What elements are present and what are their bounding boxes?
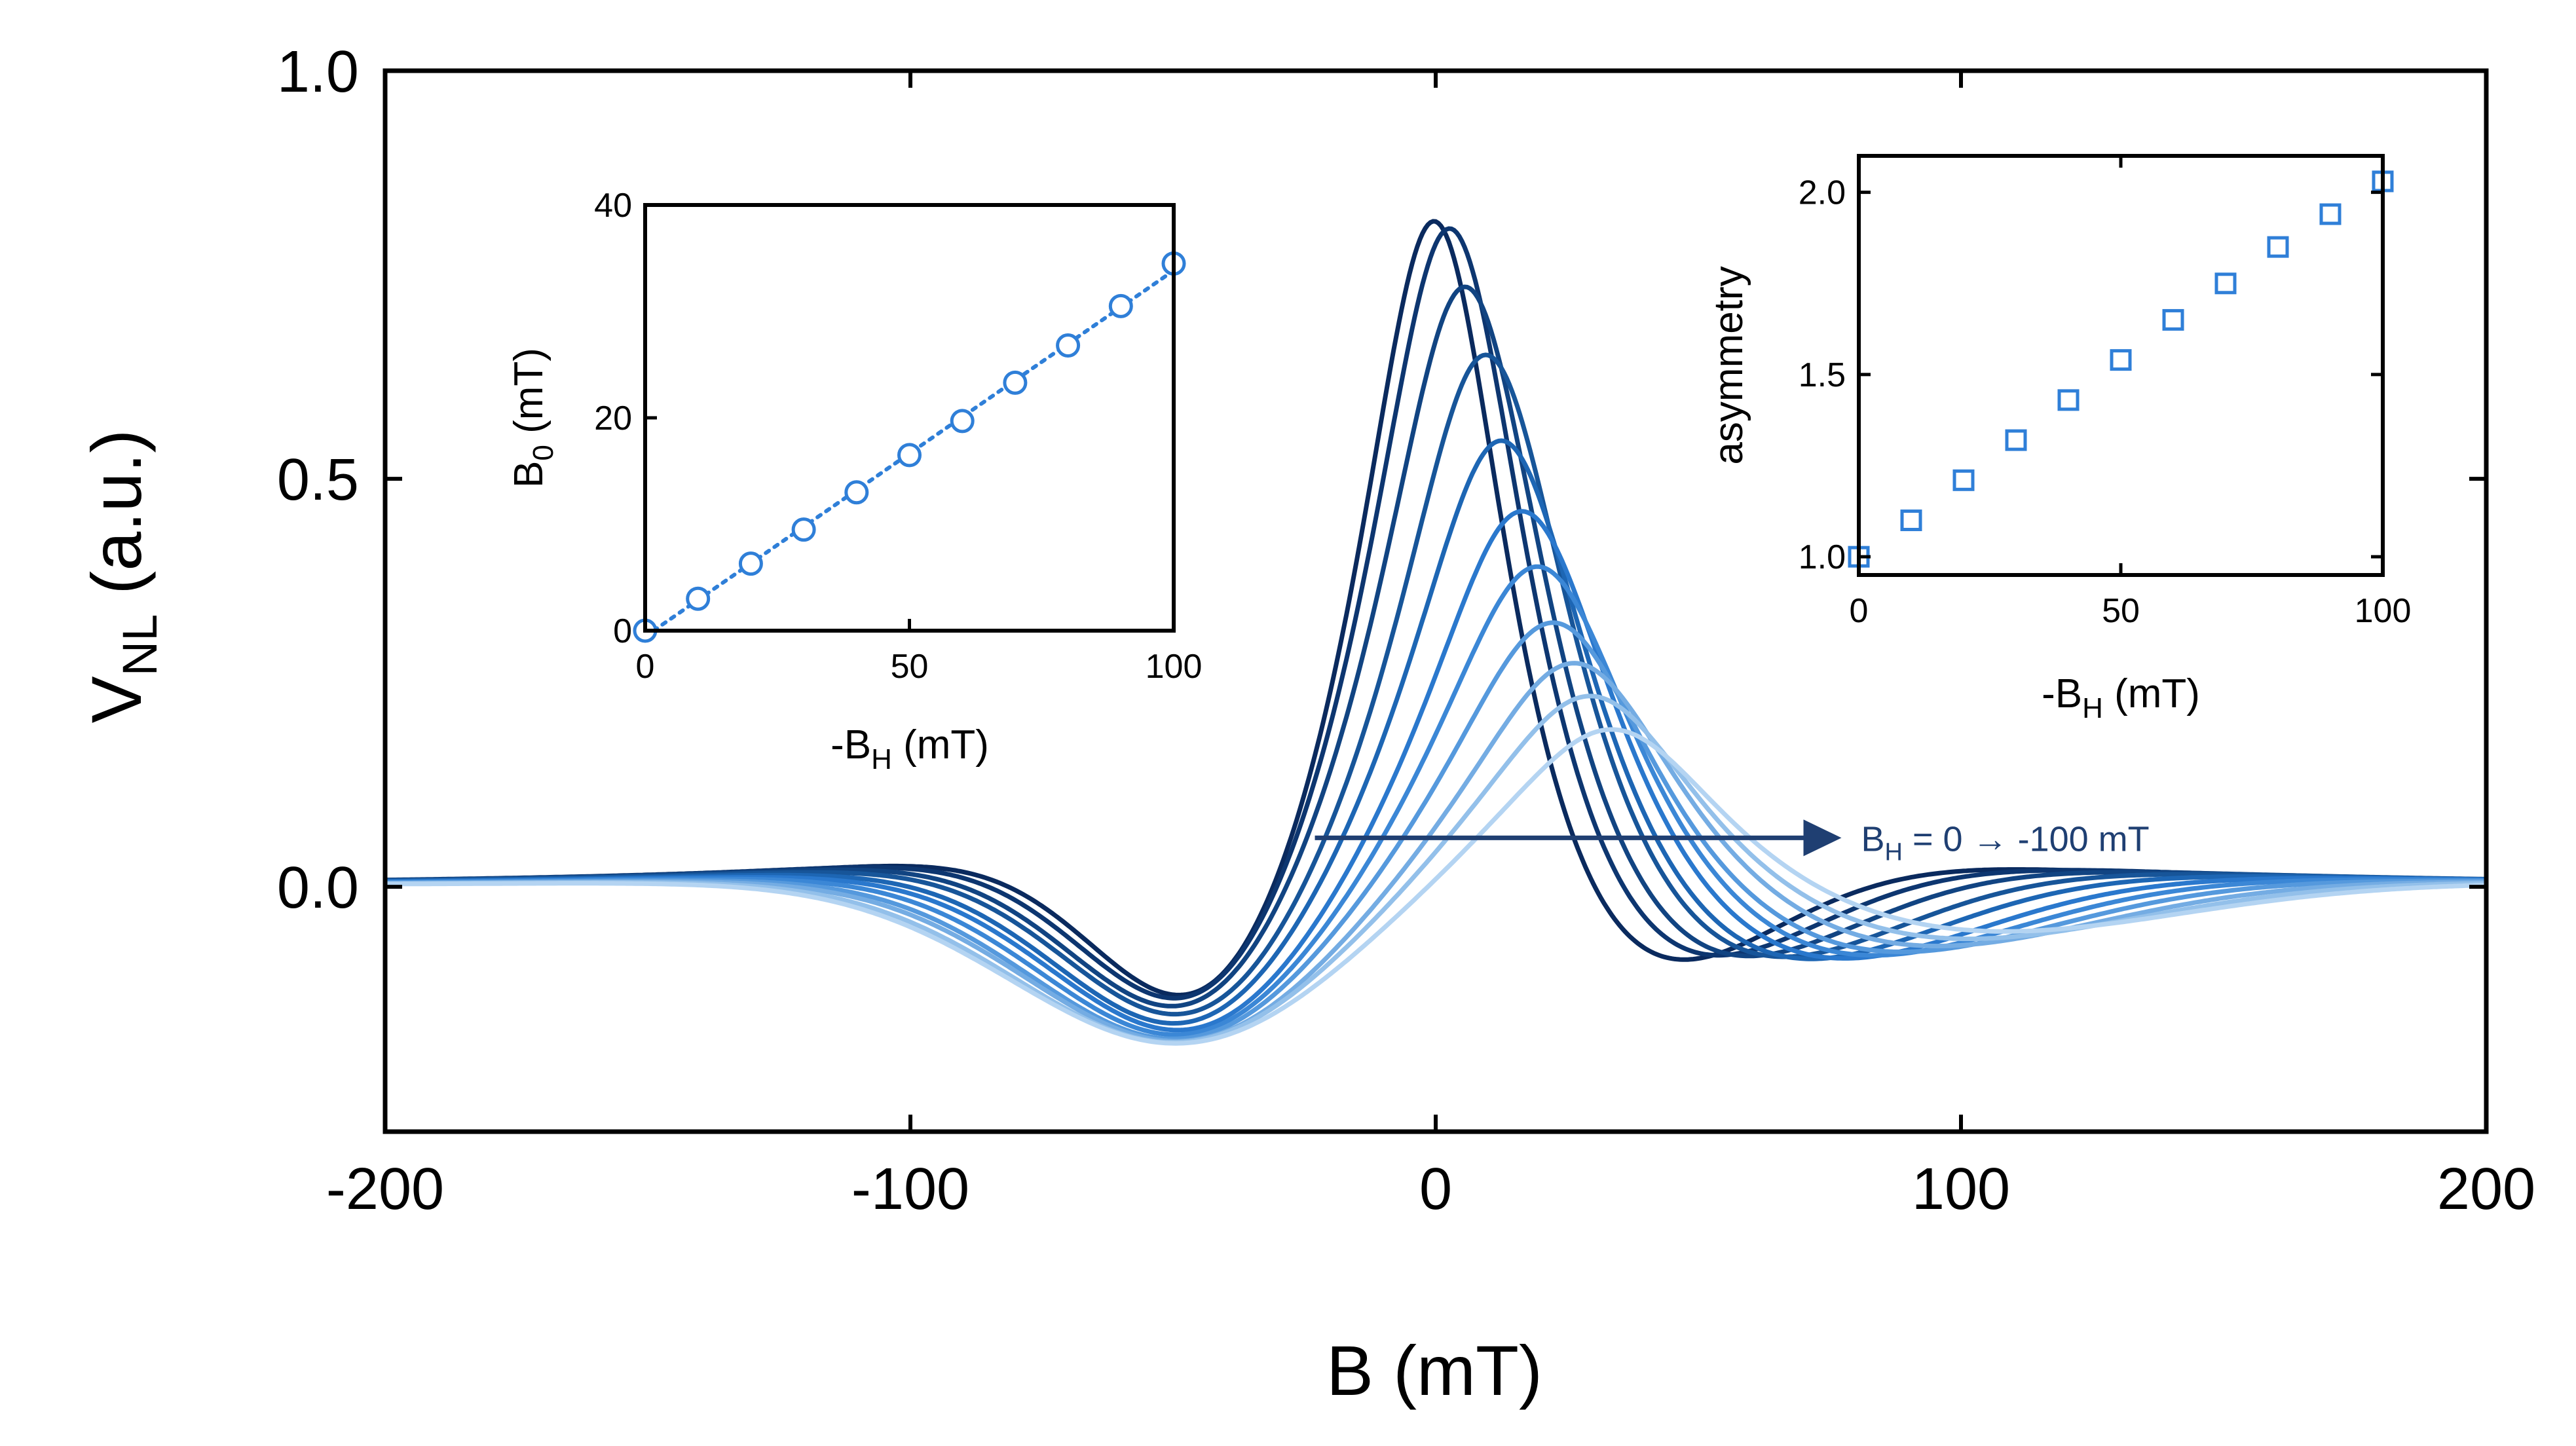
main-ylabel: VNL (a.u.) <box>77 430 167 724</box>
x-tick-label: 200 <box>2437 1157 2535 1222</box>
inset-asymmetry-point <box>1952 469 1975 491</box>
inset-b0-x-tick-label: 50 <box>891 648 929 686</box>
inset-asymmetry-x-tick-label: 0 <box>1850 592 1869 630</box>
inset-b0-point <box>791 517 816 542</box>
inset-b0-point <box>686 586 711 611</box>
inset-asymmetry-ylabel: asymmetry <box>1706 266 1751 464</box>
x-tick-label: -100 <box>851 1157 969 1222</box>
inset-b0-point <box>1056 333 1081 358</box>
inset-asymmetry-point <box>2005 429 2027 451</box>
inset-asymmetry-x-tick-label: 50 <box>2102 592 2140 630</box>
y-tick-label: 1.0 <box>277 39 359 105</box>
inset-asymmetry-y-tick-label: 1.5 <box>1799 356 1846 394</box>
x-tick-label: -200 <box>326 1157 444 1222</box>
inset-b0-point <box>1108 293 1133 318</box>
inset-asymmetry-point <box>2267 236 2289 258</box>
y-tick-label: 0.0 <box>277 855 359 921</box>
inset-b0-y-tick-label: 40 <box>594 187 632 225</box>
inset-b0-x-tick-label: 100 <box>1146 648 1203 686</box>
inset-b0-y-tick-label: 0 <box>613 612 632 650</box>
inset-asymmetry-ticks: 0 50 100 1.0 1.5 2.0 <box>1799 156 2412 630</box>
inset-b0-fit-line <box>643 269 1176 639</box>
y-tick-label: 0.5 <box>277 447 359 513</box>
inset-b0-background <box>645 205 1174 631</box>
inset-asymmetry-point <box>2162 308 2184 331</box>
arrow-head <box>1803 819 1842 857</box>
arrow-annotation-label: BH = 0 → -100 mT <box>1861 819 2150 866</box>
inset-asymmetry-x-tick-label: 100 <box>2355 592 2412 630</box>
inset-b0-point <box>1003 370 1028 395</box>
inset-b0-fit <box>643 269 1176 639</box>
inset-b0-x-tick-label: 0 <box>636 648 655 686</box>
inset-b0-points <box>633 251 1186 643</box>
inset-b0-xlabel: -BH (mT) <box>831 722 989 775</box>
inset-b0-point <box>738 551 763 576</box>
inset-asymmetry-point <box>2057 389 2080 411</box>
series-line-10 <box>384 727 2487 1046</box>
inset-b0-point <box>844 480 869 505</box>
inset-asymmetry-y-tick-label: 1.0 <box>1799 538 1846 576</box>
inset-b0-ylabel: B0 (mT) <box>506 348 559 488</box>
inset-b0-point <box>950 409 975 434</box>
main-curves <box>384 219 2487 1046</box>
inset-asymmetry-plot: 0 50 100 1.0 1.5 2.0 -BH (mT) asymmetry <box>1706 154 2412 724</box>
x-tick-label: 100 <box>1912 1157 2010 1222</box>
b-h-arrow <box>1315 819 1842 857</box>
inset-b0-ticks: 0 50 100 0 20 40 <box>594 187 1202 686</box>
inset-b0-plot: 0 50 100 0 20 40 -BH (mT) B0 (mT) <box>506 187 1202 775</box>
inset-asymmetry-point <box>2110 349 2132 371</box>
inset-asymmetry-point <box>2319 203 2342 225</box>
series-line-6 <box>384 564 2486 1037</box>
series-line-9 <box>385 694 2486 1045</box>
inset-b0-point <box>897 443 922 468</box>
inset-asymmetry-point <box>2214 272 2237 295</box>
x-tick-label: 0 <box>1419 1157 1452 1222</box>
inset-asymmetry-y-tick-label: 2.0 <box>1799 174 1846 212</box>
inset-asymmetry-point <box>1900 510 1922 532</box>
inset-asymmetry-xlabel: -BH (mT) <box>2042 671 2200 724</box>
main-xlabel: B (mT) <box>1326 1331 1542 1410</box>
inset-b0-y-tick-label: 20 <box>594 399 632 437</box>
